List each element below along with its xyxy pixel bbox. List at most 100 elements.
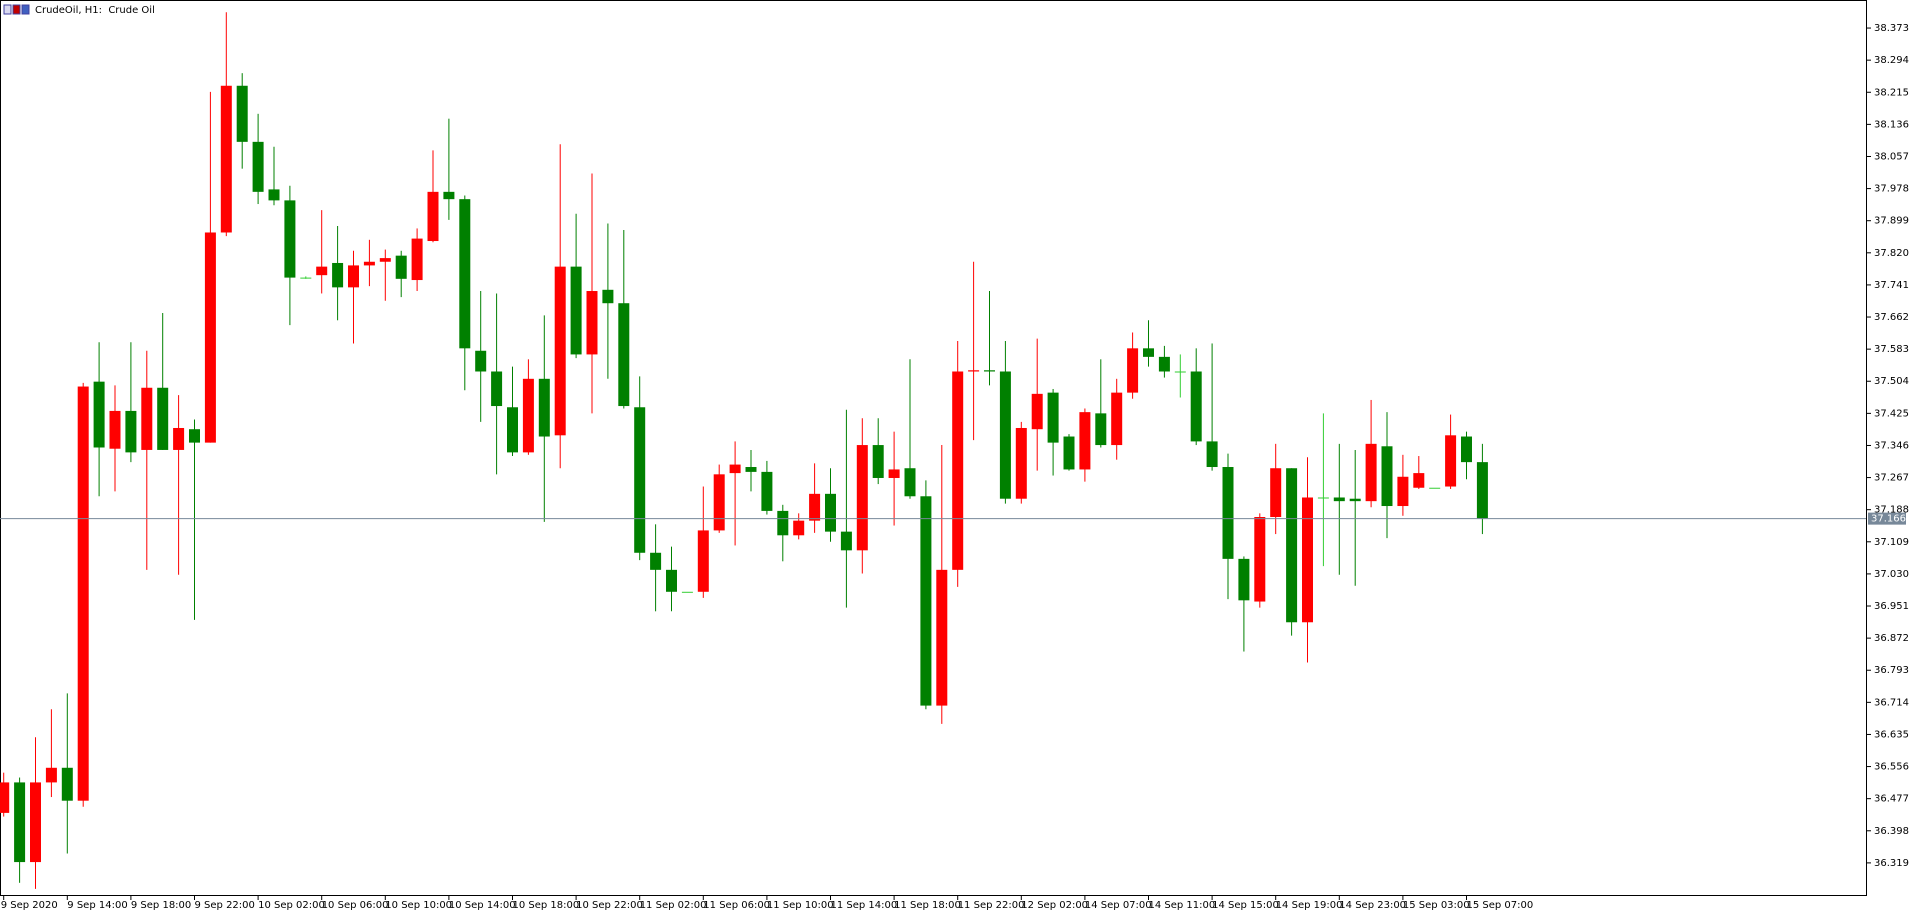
candle-body (936, 569, 948, 706)
candle-body (1381, 446, 1393, 507)
candle-body (618, 303, 630, 407)
candle-body (1349, 498, 1361, 502)
candle-body (1270, 468, 1282, 518)
candle-body (141, 387, 153, 450)
candle-body (1222, 467, 1234, 559)
candle-body (888, 469, 900, 478)
y-tick-label: 37.504 (1874, 376, 1909, 387)
candle-body (872, 445, 884, 478)
y-tick-label: 37.820 (1874, 248, 1909, 259)
candle-body (411, 238, 423, 281)
y-tick-label: 37.978 (1874, 184, 1909, 195)
candle-body (1206, 441, 1218, 468)
y-tick-label: 38.136 (1874, 119, 1909, 130)
candle-body (681, 591, 693, 593)
candle-body (268, 189, 280, 201)
candle-body (1143, 348, 1154, 357)
candle-body (968, 370, 980, 372)
y-tick-label: 36.714 (1874, 697, 1909, 708)
candle-body (920, 496, 932, 706)
candle-body (252, 141, 264, 192)
candle-body (1254, 517, 1266, 602)
y-tick-label: 36.398 (1874, 826, 1909, 837)
x-tick-label: 11 Sep 06:00 (703, 900, 770, 911)
plot-border (0, 0, 1867, 896)
candle-body (1079, 412, 1091, 470)
y-tick-label: 37.109 (1874, 537, 1909, 548)
y-tick-label: 38.294 (1874, 55, 1909, 66)
y-tick-label: 37.030 (1874, 569, 1909, 580)
y-tick-label: 38.215 (1874, 87, 1909, 98)
y-tick-label: 36.319 (1874, 858, 1909, 869)
candle-body (363, 261, 375, 266)
y-tick-label: 36.872 (1874, 633, 1909, 644)
y-tick-label: 37.188 (1874, 505, 1909, 516)
candle-body (77, 386, 89, 801)
y-tick-label: 37.425 (1874, 408, 1909, 419)
y-tick-label: 37.583 (1874, 344, 1909, 355)
y-tick-label: 36.477 (1874, 794, 1909, 805)
x-tick-label: 11 Sep 22:00 (958, 900, 1025, 911)
candle-body (109, 410, 121, 449)
x-tick-label: 10 Sep 14:00 (449, 900, 516, 911)
candle-body (602, 289, 614, 304)
x-tick-label: 11 Sep 18:00 (894, 900, 961, 911)
candle-body (522, 378, 534, 453)
candle-body (777, 510, 789, 536)
candle-body (634, 407, 646, 553)
candle-body (427, 191, 439, 242)
candle-body (1174, 371, 1186, 373)
y-tick-label: 36.951 (1874, 601, 1909, 612)
candle-body (761, 471, 773, 511)
candle-body (491, 371, 503, 407)
candle-body (697, 530, 709, 592)
candle-body (1095, 413, 1107, 446)
candle-body (61, 767, 73, 801)
x-tick-label: 14 Sep 23:00 (1339, 900, 1406, 911)
candle-body (984, 370, 995, 372)
candle-body (1397, 476, 1409, 507)
x-tick-label: 15 Sep 03:00 (1403, 900, 1470, 911)
x-tick-label: 14 Sep 07:00 (1085, 900, 1152, 911)
candle-body (825, 493, 836, 532)
candle-body (189, 429, 200, 443)
candle-body (157, 387, 169, 450)
candle-body (793, 520, 805, 536)
candle-body (666, 569, 677, 592)
candle-body (1111, 392, 1123, 446)
candle-body (1190, 371, 1202, 442)
candle-body (1413, 473, 1425, 488)
candle-body (809, 493, 821, 521)
x-tick-label: 10 Sep 22:00 (576, 900, 643, 911)
candle-body (173, 427, 185, 450)
candle-body (1445, 435, 1457, 487)
y-tick-label: 37.662 (1874, 312, 1909, 323)
candle-body (45, 767, 57, 783)
current-price-box (1868, 512, 1906, 525)
candle-body (729, 464, 741, 474)
candle-body (650, 552, 662, 570)
x-tick-label: 10 Sep 18:00 (513, 900, 580, 911)
candle-body (1286, 468, 1298, 623)
y-tick-label: 37.899 (1874, 216, 1909, 227)
candle-body (1317, 497, 1329, 499)
candle-body (459, 199, 471, 349)
y-tick-label: 38.057 (1874, 151, 1909, 162)
candle-body (1158, 356, 1170, 372)
candle-body (332, 262, 344, 288)
y-tick-label: 37.267 (1874, 473, 1909, 484)
candle-body (1461, 436, 1472, 463)
candle-body (1302, 497, 1313, 623)
candle-body (1015, 427, 1027, 499)
candle-body (443, 191, 455, 200)
candle-body (284, 200, 296, 278)
y-tick-label: 37.741 (1874, 280, 1909, 291)
candle-body (1238, 558, 1250, 601)
candle-body (952, 371, 964, 570)
candle-body (1127, 348, 1139, 393)
x-tick-label: 9 Sep 2020 (1, 900, 58, 911)
x-tick-label: 14 Sep 15:00 (1212, 900, 1279, 911)
x-tick-label: 11 Sep 14:00 (831, 900, 898, 911)
